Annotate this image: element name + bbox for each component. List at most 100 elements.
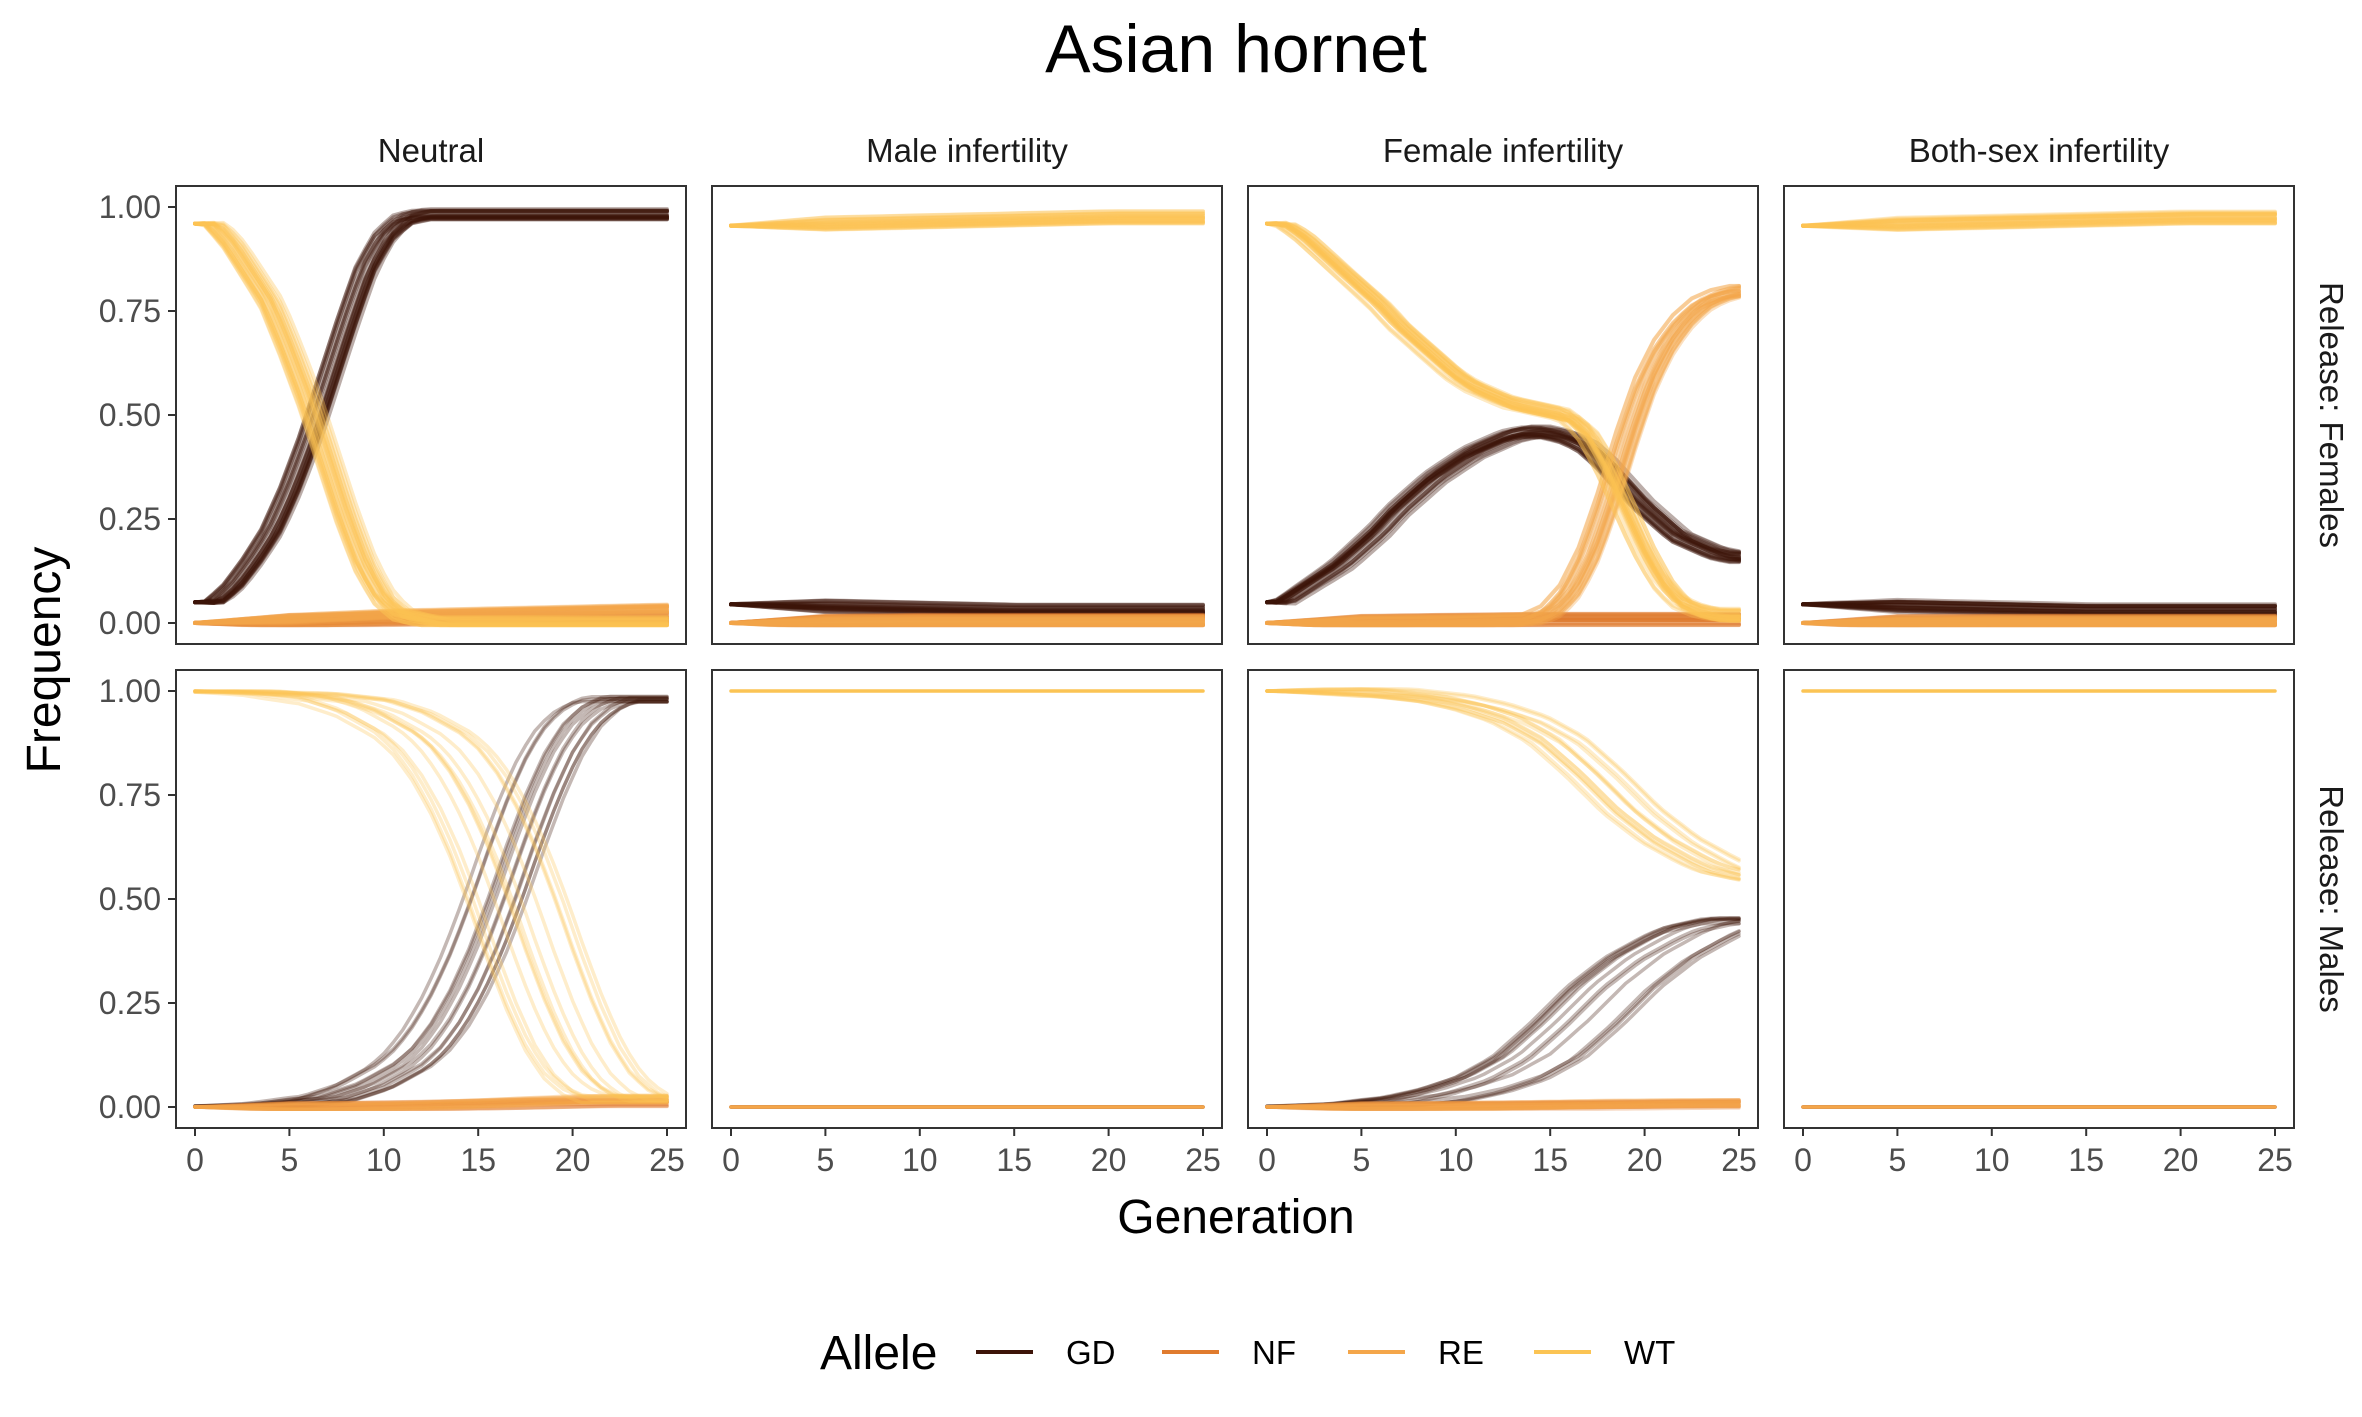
series-line-nf (1801, 618, 2277, 625)
series-line-re (1801, 621, 2277, 627)
panel-release-males-male-infertility: 0 5 10 15 20 25 (711, 669, 1223, 1178)
series-line-wt (1265, 221, 1741, 619)
x-tick-label: 0 (722, 1142, 740, 1178)
series-line-gd (193, 215, 669, 605)
series-line-re (1801, 614, 2277, 625)
series-line-gd (1801, 599, 2277, 609)
series-line-wt (1265, 221, 1741, 622)
series-line-re (729, 620, 1205, 625)
series-line-gd (193, 213, 669, 605)
series-line-gd (729, 602, 1205, 611)
series-line-gd (1801, 602, 2277, 617)
series-line-nf (1265, 613, 1741, 625)
series-line-re (1265, 1102, 1741, 1110)
series-line-gd (193, 208, 669, 605)
series-line-wt (193, 689, 669, 1100)
series-line-nf (193, 620, 669, 628)
series-line-wt (1801, 218, 2277, 229)
series-line-re (729, 621, 1205, 626)
series-line-nf (1265, 618, 1741, 625)
panel-lines (1265, 220, 1741, 628)
series-line-wt (729, 214, 1205, 228)
series-line-re (1265, 1099, 1741, 1109)
series-line-re (1265, 293, 1741, 628)
series-line-nf (193, 1097, 669, 1109)
panel-lines (193, 207, 669, 628)
series-line-wt (193, 221, 669, 628)
series-line-re (1801, 618, 2277, 625)
series-line-re (193, 1098, 669, 1110)
series-line-gd (1265, 916, 1741, 1108)
series-line-nf (193, 611, 669, 625)
series-line-gd (1801, 600, 2277, 609)
series-line-nf (193, 621, 669, 628)
series-line-gd (193, 695, 669, 1108)
y-tick-label: 0.00 (99, 1089, 161, 1125)
legend-label-gd: GD (1066, 1334, 1116, 1371)
series-line-gd (193, 217, 669, 605)
series-line-nf (1265, 1105, 1741, 1111)
series-line-nf (729, 621, 1205, 628)
series-line-gd (729, 602, 1205, 613)
series-line-gd (193, 215, 669, 605)
series-line-wt (1801, 212, 2277, 228)
series-line-re (1265, 294, 1741, 628)
series-line-wt (193, 221, 669, 628)
legend-label-nf: NF (1252, 1334, 1296, 1371)
series-line-gd (193, 699, 669, 1109)
panel-border (1783, 669, 2295, 1129)
series-line-gd (729, 602, 1205, 615)
series-line-gd (729, 599, 1205, 608)
series-line-nf (729, 619, 1205, 625)
series-line-wt (1801, 212, 2277, 228)
series-line-nf (193, 618, 669, 626)
series-line-wt (729, 217, 1205, 228)
series-line-wt (729, 209, 1205, 228)
series-line-wt (729, 213, 1205, 228)
series-line-gd (1265, 430, 1741, 605)
y-tick-label: 1.00 (99, 189, 161, 225)
series-line-wt (1801, 212, 2277, 228)
series-line-nf (1801, 617, 2277, 625)
series-line-wt (193, 221, 669, 628)
series-line-nf (193, 1097, 669, 1109)
series-line-gd (193, 697, 669, 1108)
series-line-gd (1801, 600, 2277, 608)
series-line-re (1265, 291, 1741, 627)
series-line-gd (1265, 917, 1741, 1109)
series-line-wt (729, 215, 1205, 228)
series-line-gd (1265, 932, 1741, 1110)
series-line-re (1801, 616, 2277, 625)
series-line-re (1801, 616, 2277, 625)
panel-release-females-male-infertility (711, 185, 1223, 645)
series-line-re (193, 604, 669, 625)
series-line-wt (729, 211, 1205, 228)
series-line-nf (1265, 615, 1741, 625)
series-line-gd (729, 602, 1205, 619)
series-line-re (1265, 286, 1741, 625)
series-line-wt (1265, 221, 1741, 622)
series-line-nf (729, 613, 1205, 625)
series-line-wt (1801, 212, 2277, 228)
series-line-wt (1265, 221, 1741, 623)
series-line-nf (729, 613, 1205, 625)
series-line-gd (193, 216, 669, 605)
series-line-nf (1265, 617, 1741, 625)
series-line-gd (729, 602, 1205, 614)
series-line-wt (193, 221, 669, 627)
series-line-re (1265, 1104, 1741, 1111)
series-line-re (193, 1099, 669, 1111)
series-line-re (729, 621, 1205, 628)
x-tick-label: 15 (460, 1142, 496, 1178)
series-line-gd (1801, 602, 2277, 614)
series-line-re (729, 621, 1205, 628)
series-line-re (1265, 289, 1741, 625)
series-line-gd (1265, 432, 1741, 605)
series-line-nf (1265, 620, 1741, 628)
series-line-nf (193, 619, 669, 627)
series-line-gd (1265, 425, 1741, 605)
series-line-gd (1265, 921, 1741, 1111)
series-line-re (1801, 621, 2277, 626)
series-line-wt (729, 213, 1205, 228)
series-line-gd (1265, 929, 1741, 1109)
